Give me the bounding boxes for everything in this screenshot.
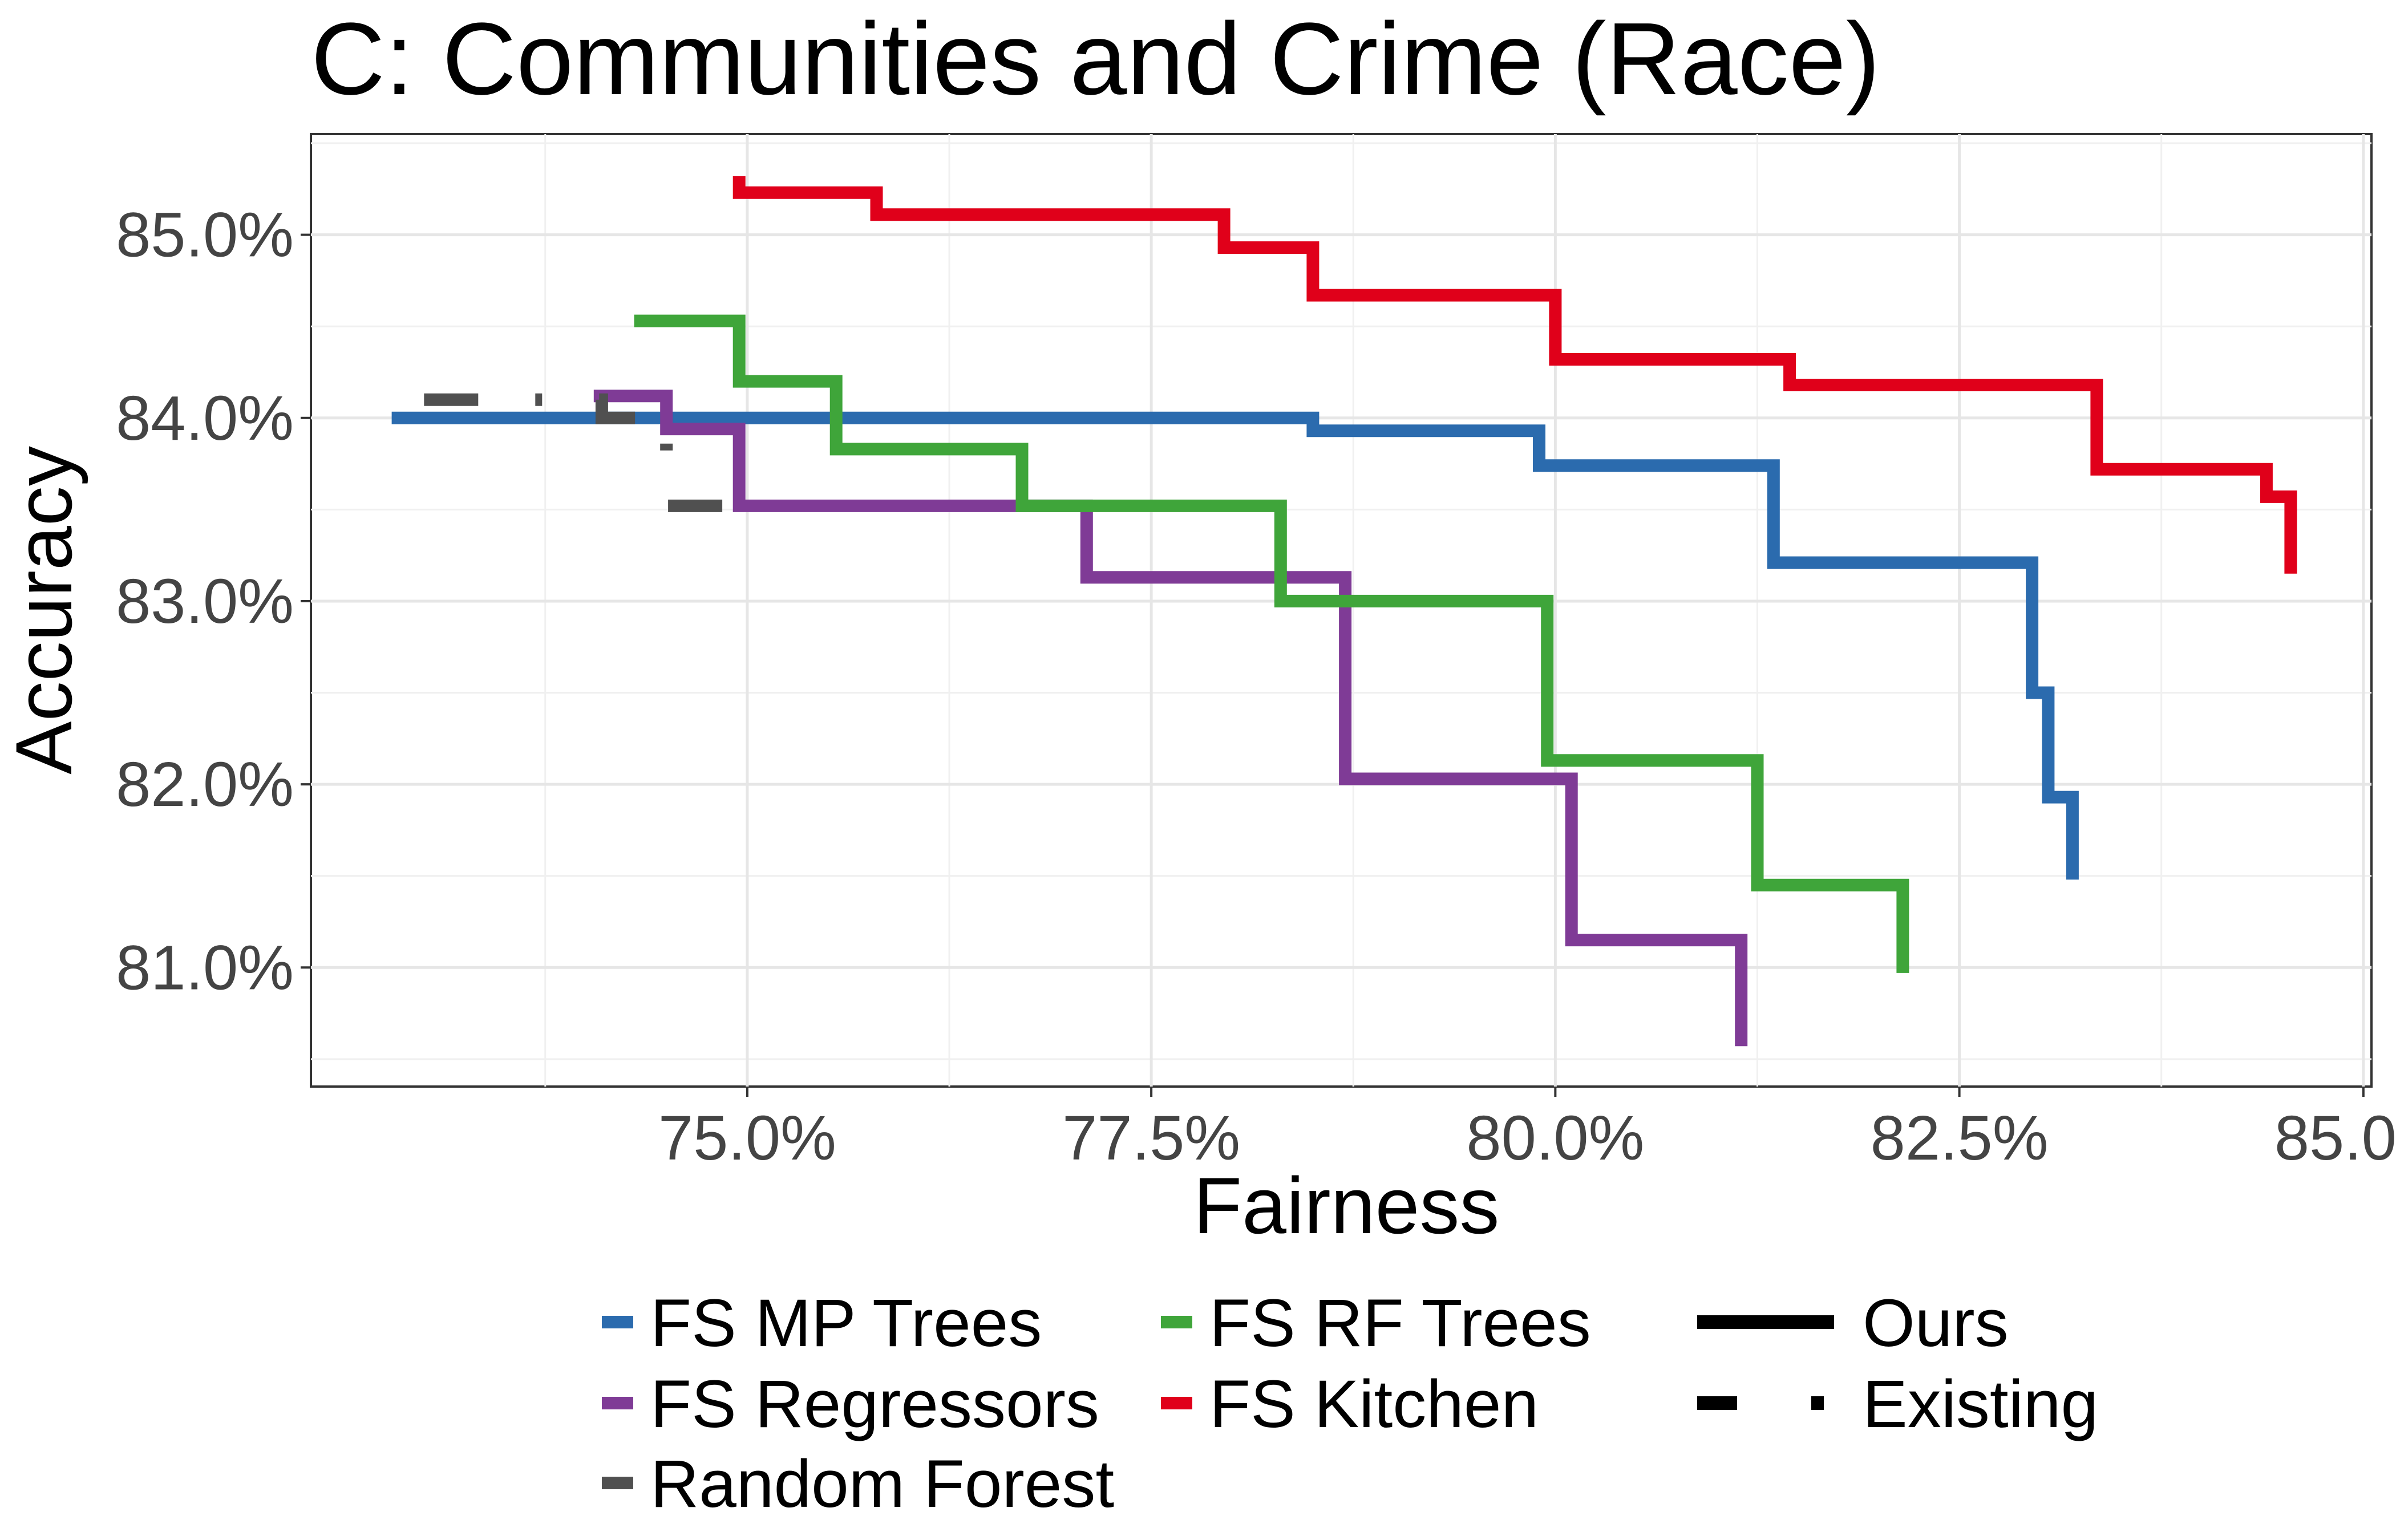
series-fs-regressors: [593, 390, 1748, 1047]
x-tick-label: 75.0%: [658, 1103, 836, 1173]
legend-label: Random Forest: [650, 1446, 1114, 1522]
series-fs-rf-trees: [634, 314, 1909, 973]
series-fs-mp-trees: [391, 411, 2079, 880]
x-tick-label: 77.5%: [1062, 1103, 1240, 1173]
tick-layer: 75.0% 77.5% 80.0% 82.5% 85.0% 81.0% 82.0% 83.0%…: [116, 200, 2396, 1173]
legend-label: FS MP Trees: [650, 1286, 1042, 1361]
chart-title: C: Communities and Crime (Race): [311, 2, 1880, 116]
series-random-forest: [424, 393, 739, 512]
y-tick-label: 83.0%: [116, 566, 294, 637]
legend-label: FS Kitchen: [1209, 1367, 1539, 1442]
series-fs-kitchen: [732, 176, 2297, 574]
x-tick-label: 85.0%: [2274, 1103, 2396, 1173]
legend-label: FS Regressors: [650, 1367, 1099, 1442]
series-layer: [391, 176, 2297, 1047]
y-tick-label: 85.0%: [116, 200, 294, 270]
y-tick-label: 81.0%: [116, 933, 294, 1003]
legend-label: FS RF Trees: [1209, 1286, 1591, 1361]
legend-label: Existing: [1863, 1367, 2098, 1442]
y-axis-label: Accuracy: [0, 446, 88, 775]
x-tick-label: 80.0%: [1466, 1103, 1644, 1173]
x-tick-label: 82.5%: [1871, 1103, 2049, 1173]
legend-label: Ours: [1863, 1286, 2009, 1361]
x-axis-label: Fairness: [1193, 1161, 1500, 1250]
y-tick-label: 84.0%: [116, 383, 294, 453]
y-tick-label: 82.0%: [116, 749, 294, 820]
